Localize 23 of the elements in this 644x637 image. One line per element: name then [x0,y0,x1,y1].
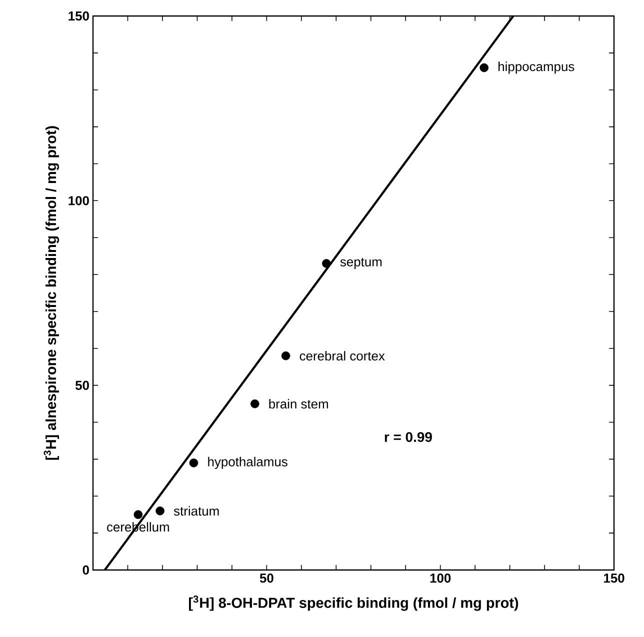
annotation: hippocampus [498,62,574,74]
point [189,458,198,468]
y-tick-label: 150 [68,11,89,21]
x-tick-label: 50 [260,574,274,583]
x-axis-title: [$^{3}$H] 8-OH-DPAT specific binding (fmol / mg prot) [189,596,518,611]
annotation: r = 0.99 [384,432,432,442]
y-tick-label: 50 [75,380,89,390]
annotation: cerebral cortex [300,351,385,361]
point [134,510,143,519]
annotation: striatum [174,506,219,516]
x-tick-label: 100 [430,574,451,583]
point [156,506,164,516]
point [281,351,290,360]
x-tick-label: 150 [604,574,624,583]
y-tick-label: 0 [82,565,89,575]
annotation: brain stem [269,399,328,409]
annotation: hypothalamus [208,456,288,469]
point [480,63,489,72]
y-axis-title: [$^{3}$H] alnespirone specific binding (fmol / mg prot) [44,126,60,460]
point [322,259,331,268]
y-tick-label: 100 [68,196,89,206]
annotation: septum [340,258,382,269]
point [250,399,260,408]
